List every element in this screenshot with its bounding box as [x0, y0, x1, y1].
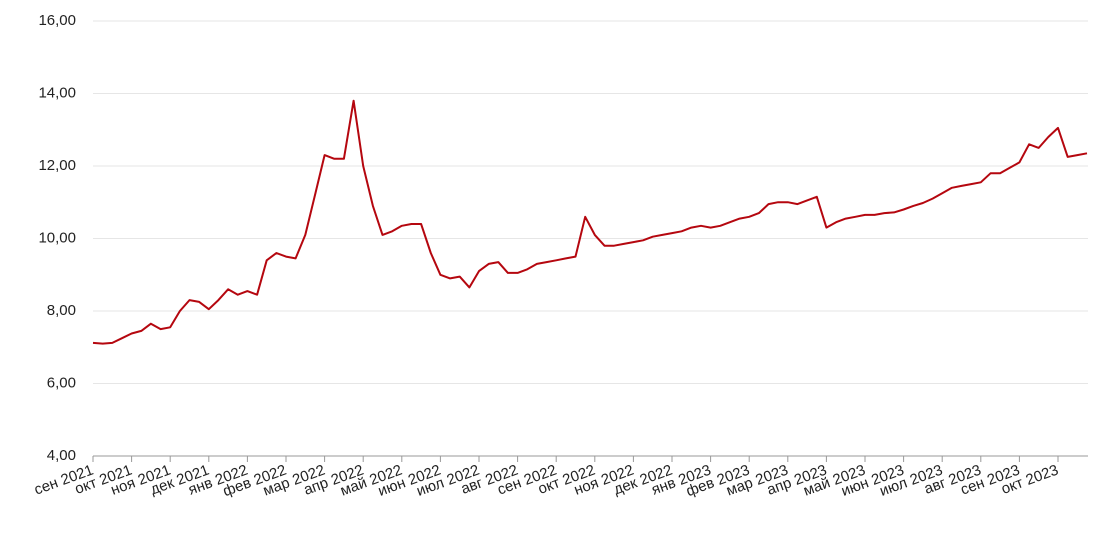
y-tick-label: 8,00 [47, 302, 76, 319]
y-tick-label: 14,00 [38, 84, 76, 101]
y-tick-label: 6,00 [47, 374, 76, 391]
y-tick-label: 4,00 [47, 447, 76, 464]
y-tick-label: 12,00 [38, 157, 76, 174]
y-tick-label: 16,00 [38, 12, 76, 29]
y-tick-label: 10,00 [38, 229, 76, 246]
line [92, 99, 1088, 345]
